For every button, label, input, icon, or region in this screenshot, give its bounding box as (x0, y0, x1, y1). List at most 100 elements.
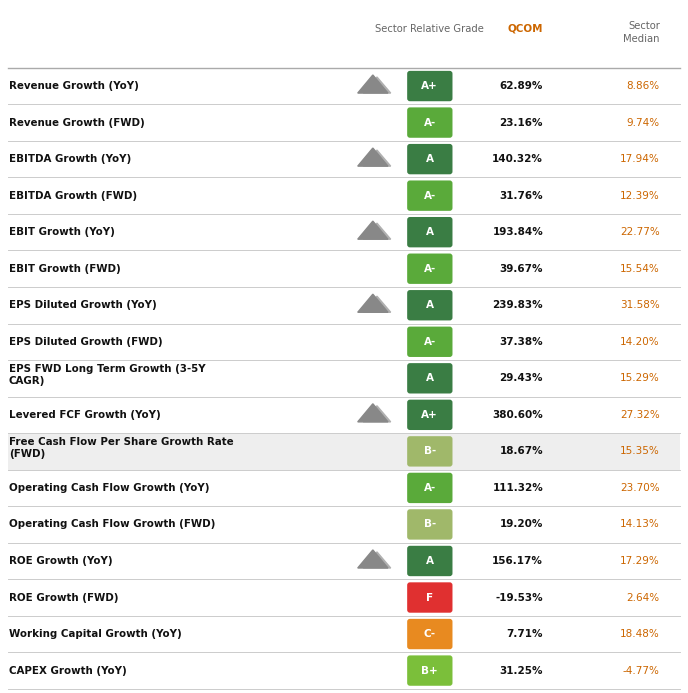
Text: A+: A+ (422, 410, 438, 420)
Text: CAPEX Growth (YoY): CAPEX Growth (YoY) (9, 665, 127, 676)
Text: 18.48%: 18.48% (620, 629, 660, 639)
Text: A-: A- (424, 118, 436, 128)
Text: B-: B- (424, 446, 436, 457)
Text: 7.71%: 7.71% (506, 629, 543, 639)
Text: EBIT Growth (YoY): EBIT Growth (YoY) (9, 227, 115, 237)
Text: Working Capital Growth (YoY): Working Capital Growth (YoY) (9, 629, 182, 639)
Text: 15.29%: 15.29% (620, 374, 660, 383)
FancyBboxPatch shape (407, 217, 453, 247)
Polygon shape (363, 296, 391, 313)
Text: 8.86%: 8.86% (627, 81, 660, 91)
Text: ROE Growth (YoY): ROE Growth (YoY) (9, 556, 113, 566)
Text: EBIT Growth (FWD): EBIT Growth (FWD) (9, 264, 120, 274)
Text: Free Cash Flow Per Share Growth Rate
(FWD): Free Cash Flow Per Share Growth Rate (FW… (9, 437, 233, 459)
Text: 62.89%: 62.89% (499, 81, 543, 91)
Text: 31.58%: 31.58% (620, 300, 660, 310)
FancyBboxPatch shape (407, 107, 453, 138)
Polygon shape (363, 77, 391, 93)
Polygon shape (358, 295, 388, 313)
Text: Sector
Median: Sector Median (623, 21, 660, 44)
Text: 29.43%: 29.43% (499, 374, 543, 383)
Text: Operating Cash Flow Growth (FWD): Operating Cash Flow Growth (FWD) (9, 520, 215, 529)
Text: 12.39%: 12.39% (620, 191, 660, 201)
FancyBboxPatch shape (407, 473, 453, 503)
Text: ROE Growth (FWD): ROE Growth (FWD) (9, 593, 118, 602)
Text: A: A (426, 556, 434, 566)
Text: 140.32%: 140.32% (492, 154, 543, 164)
Text: Revenue Growth (YoY): Revenue Growth (YoY) (9, 81, 139, 91)
Text: 22.77%: 22.77% (620, 227, 660, 237)
Text: A-: A- (424, 191, 436, 201)
Text: A-: A- (424, 337, 436, 346)
Text: 9.74%: 9.74% (627, 118, 660, 128)
FancyBboxPatch shape (407, 254, 453, 284)
Text: B-: B- (424, 520, 436, 529)
Polygon shape (363, 150, 391, 166)
Text: -4.77%: -4.77% (623, 665, 660, 676)
Text: 17.29%: 17.29% (620, 556, 660, 566)
Text: A: A (426, 300, 434, 310)
Text: A: A (426, 154, 434, 164)
Text: 31.25%: 31.25% (499, 665, 543, 676)
Text: B+: B+ (422, 665, 438, 676)
Text: 193.84%: 193.84% (493, 227, 543, 237)
Polygon shape (358, 148, 388, 166)
Polygon shape (358, 221, 388, 239)
FancyBboxPatch shape (407, 619, 453, 649)
Text: 14.13%: 14.13% (620, 520, 660, 529)
Text: 111.32%: 111.32% (493, 483, 543, 493)
FancyBboxPatch shape (407, 436, 453, 466)
Text: 14.20%: 14.20% (620, 337, 660, 346)
Text: A: A (426, 227, 434, 237)
FancyBboxPatch shape (407, 400, 453, 430)
Polygon shape (363, 406, 391, 422)
FancyBboxPatch shape (407, 546, 453, 576)
Text: EBITDA Growth (YoY): EBITDA Growth (YoY) (9, 154, 131, 164)
Polygon shape (358, 75, 388, 93)
Text: 156.17%: 156.17% (492, 556, 543, 566)
FancyBboxPatch shape (407, 509, 453, 540)
Text: Revenue Growth (FWD): Revenue Growth (FWD) (9, 118, 144, 128)
Text: F: F (427, 593, 433, 602)
Text: A-: A- (424, 483, 436, 493)
Text: EBITDA Growth (FWD): EBITDA Growth (FWD) (9, 191, 137, 201)
Polygon shape (358, 550, 388, 568)
Text: Sector Relative Grade: Sector Relative Grade (376, 24, 484, 33)
Text: EPS Diluted Growth (YoY): EPS Diluted Growth (YoY) (9, 300, 157, 310)
Text: EPS Diluted Growth (FWD): EPS Diluted Growth (FWD) (9, 337, 162, 346)
FancyBboxPatch shape (407, 71, 453, 101)
Text: 18.67%: 18.67% (499, 446, 543, 457)
Polygon shape (363, 223, 391, 239)
FancyBboxPatch shape (407, 656, 453, 686)
Text: Operating Cash Flow Growth (YoY): Operating Cash Flow Growth (YoY) (9, 483, 209, 493)
Bar (8, 433, 680, 470)
Text: 239.83%: 239.83% (493, 300, 543, 310)
FancyBboxPatch shape (407, 363, 453, 394)
FancyBboxPatch shape (407, 180, 453, 211)
Text: 17.94%: 17.94% (620, 154, 660, 164)
Text: C-: C- (424, 629, 436, 639)
Text: 15.54%: 15.54% (620, 264, 660, 274)
FancyBboxPatch shape (407, 290, 453, 320)
Polygon shape (358, 404, 388, 422)
Text: 39.67%: 39.67% (499, 264, 543, 274)
Text: 19.20%: 19.20% (499, 520, 543, 529)
Polygon shape (363, 552, 391, 568)
FancyBboxPatch shape (407, 582, 453, 613)
Text: 23.16%: 23.16% (499, 118, 543, 128)
Text: 31.76%: 31.76% (499, 191, 543, 201)
Text: A-: A- (424, 264, 436, 274)
Text: 23.70%: 23.70% (620, 483, 660, 493)
Text: 15.35%: 15.35% (620, 446, 660, 457)
Text: 37.38%: 37.38% (499, 337, 543, 346)
Text: QCOM: QCOM (508, 24, 543, 33)
Text: Levered FCF Growth (YoY): Levered FCF Growth (YoY) (9, 410, 161, 420)
FancyBboxPatch shape (407, 144, 453, 175)
Text: -19.53%: -19.53% (495, 593, 543, 602)
Text: EPS FWD Long Term Growth (3-5Y
CAGR): EPS FWD Long Term Growth (3-5Y CAGR) (9, 364, 206, 386)
Text: 380.60%: 380.60% (493, 410, 543, 420)
Text: 2.64%: 2.64% (627, 593, 660, 602)
Text: A+: A+ (422, 81, 438, 91)
Text: 27.32%: 27.32% (620, 410, 660, 420)
Text: A: A (426, 374, 434, 383)
